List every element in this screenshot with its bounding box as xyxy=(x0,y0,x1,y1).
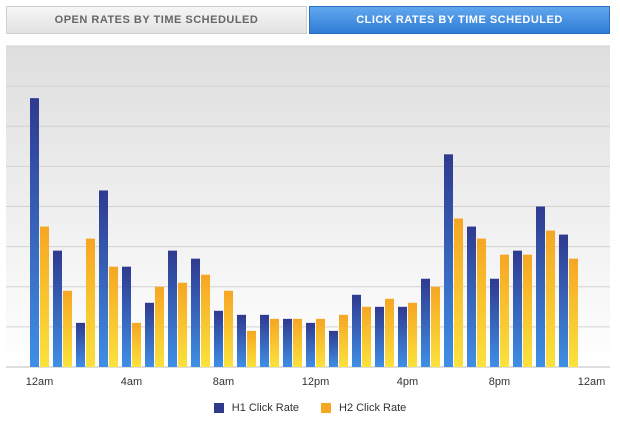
bar-h1[interactable] xyxy=(398,306,407,367)
bar-h1[interactable] xyxy=(76,322,85,367)
bar-h1[interactable] xyxy=(444,154,453,367)
x-tick-label: 12pm xyxy=(302,376,330,388)
chart-tab-bar: OPEN RATES BY TIME SCHEDULED CLICK RATES… xyxy=(6,6,610,34)
bar-h1[interactable] xyxy=(375,306,384,367)
bar-h1[interactable] xyxy=(283,318,292,367)
bar-h1[interactable] xyxy=(191,258,200,367)
bar-h2[interactable] xyxy=(155,286,164,367)
bar-h1[interactable] xyxy=(99,190,108,367)
bar-h1[interactable] xyxy=(306,322,315,367)
bar-h2[interactable] xyxy=(270,318,279,367)
bar-h2[interactable] xyxy=(293,318,302,367)
bars xyxy=(30,98,578,367)
x-tick-label: 12am xyxy=(26,376,54,388)
legend-swatch-h2 xyxy=(321,403,331,413)
legend-label-h2: H2 Click Rate xyxy=(339,402,407,414)
bar-h1[interactable] xyxy=(53,250,62,367)
bar-h1[interactable] xyxy=(513,250,522,367)
legend-label-h1: H1 Click Rate xyxy=(231,402,299,414)
x-axis-tick-labels: 12am 4am 8am 12pm 4pm 8pm 12am xyxy=(26,376,606,388)
bar-h1[interactable] xyxy=(352,294,361,367)
bar-h2[interactable] xyxy=(362,306,371,367)
bar-h1[interactable] xyxy=(559,234,568,367)
bar-h2[interactable] xyxy=(63,290,72,367)
bar-h2[interactable] xyxy=(40,226,49,367)
bar-h2[interactable] xyxy=(339,314,348,367)
click-rate-bar-chart: 12am 4am 8am 12pm 4pm 8pm 12am xyxy=(6,45,610,388)
bar-h1[interactable] xyxy=(122,266,131,367)
bar-h2[interactable] xyxy=(477,238,486,367)
legend-swatch-h1 xyxy=(213,403,224,413)
bar-h1[interactable] xyxy=(30,98,39,367)
tab-open-rates[interactable]: OPEN RATES BY TIME SCHEDULED xyxy=(6,6,307,34)
bar-h1[interactable] xyxy=(421,278,430,367)
bar-h2[interactable] xyxy=(178,282,187,367)
x-tick-label: 12am xyxy=(578,376,606,388)
bar-h2[interactable] xyxy=(546,230,555,367)
bar-h2[interactable] xyxy=(86,238,95,367)
bar-h1[interactable] xyxy=(536,206,545,368)
bar-h2[interactable] xyxy=(569,258,578,367)
bar-h2[interactable] xyxy=(109,266,118,367)
x-tick-label: 4am xyxy=(121,376,142,388)
bar-h1[interactable] xyxy=(490,278,499,367)
bar-h2[interactable] xyxy=(132,322,141,367)
bar-h1[interactable] xyxy=(168,250,177,367)
bar-h2[interactable] xyxy=(224,290,233,367)
bar-h2[interactable] xyxy=(201,274,210,367)
bar-h1[interactable] xyxy=(214,310,223,367)
bar-h1[interactable] xyxy=(329,330,338,367)
bar-h2[interactable] xyxy=(316,318,325,367)
bar-h2[interactable] xyxy=(500,254,509,367)
bar-h2[interactable] xyxy=(385,298,394,367)
bar-h2[interactable] xyxy=(408,302,417,367)
bar-h1[interactable] xyxy=(467,226,476,367)
bar-h1[interactable] xyxy=(237,314,246,367)
x-tick-label: 8am xyxy=(213,376,234,388)
x-tick-label: 4pm xyxy=(397,376,418,388)
bar-h2[interactable] xyxy=(431,286,440,367)
bar-h2[interactable] xyxy=(247,330,256,367)
tab-click-rates[interactable]: CLICK RATES BY TIME SCHEDULED xyxy=(309,6,610,34)
bar-h1[interactable] xyxy=(145,302,154,367)
legend: H1 Click Rate H2 Click Rate xyxy=(0,400,620,416)
bar-h2[interactable] xyxy=(454,218,463,367)
bar-h1[interactable] xyxy=(260,314,269,367)
legend-item-h1[interactable]: H1 Click Rate xyxy=(213,402,299,414)
x-tick-label: 8pm xyxy=(489,376,510,388)
legend-item-h2[interactable]: H2 Click Rate xyxy=(321,402,406,414)
bar-h2[interactable] xyxy=(523,254,532,367)
